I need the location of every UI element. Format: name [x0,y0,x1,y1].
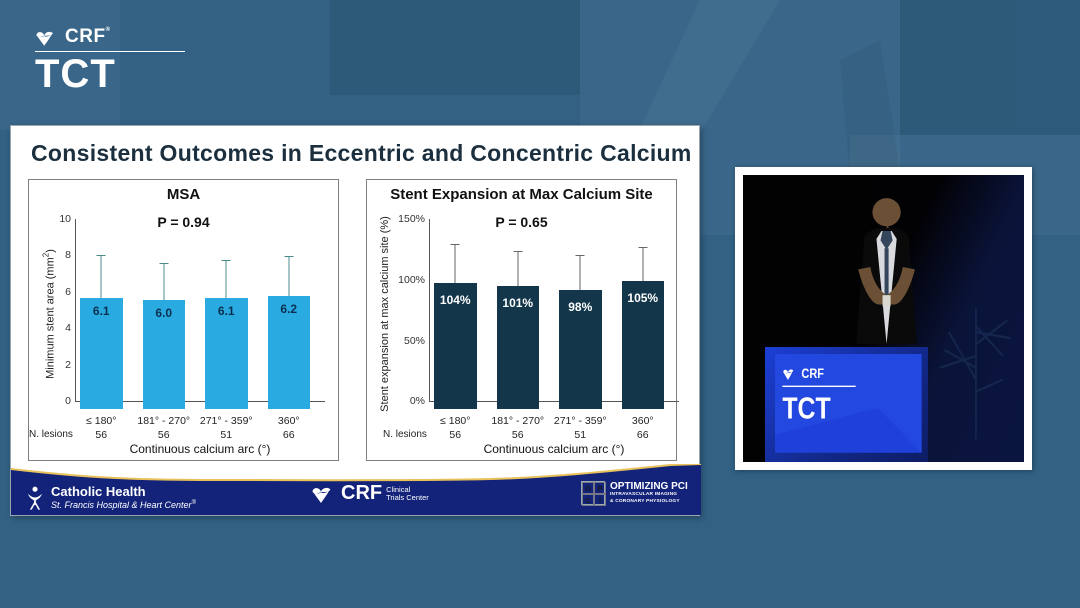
svg-text:TCT: TCT [783,391,831,425]
svg-text:CRF: CRF [802,366,825,381]
